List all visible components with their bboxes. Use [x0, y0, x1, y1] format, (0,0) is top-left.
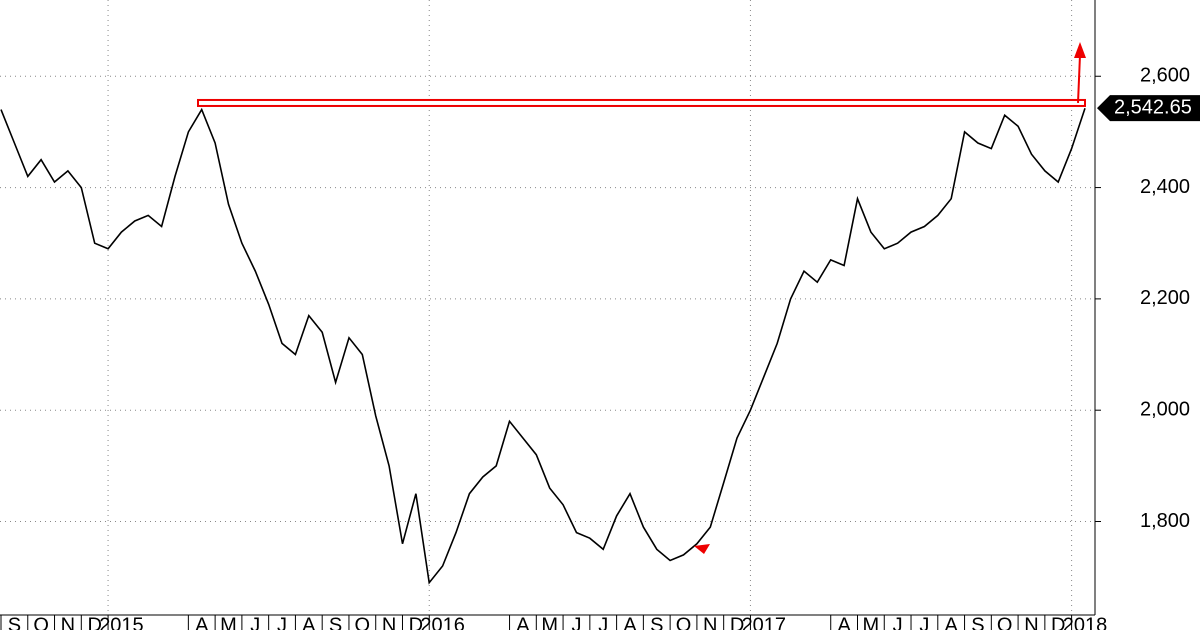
x-tick-label: 2015	[99, 614, 144, 630]
x-tick-label: J	[598, 614, 608, 630]
x-tick-label: J	[893, 614, 903, 630]
x-tick-label: A	[195, 614, 209, 630]
x-tick-label: S	[971, 614, 984, 630]
x-tick-label: S	[650, 614, 663, 630]
x-tick-label: N	[703, 614, 717, 630]
x-tick-label: N	[1024, 614, 1038, 630]
x-tick-label: S	[329, 614, 342, 630]
x-tick-label: S	[8, 614, 21, 630]
x-tick-label: 2017	[742, 614, 787, 630]
y-tick-label: 2,000	[1140, 398, 1190, 420]
x-tick-label: J	[250, 614, 260, 630]
breakout-arrow	[1077, 54, 1081, 104]
x-tick-label: O	[997, 614, 1013, 630]
x-tick-label: D	[1051, 614, 1065, 630]
resistance-line	[197, 98, 1086, 107]
x-tick-label: D	[409, 614, 423, 630]
x-tick-label: A	[516, 614, 530, 630]
x-tick-label: A	[837, 614, 851, 630]
x-tick-label: A	[623, 614, 637, 630]
x-tick-label: M	[541, 614, 558, 630]
y-tick-label: 1,800	[1140, 510, 1190, 532]
breakout-arrowhead	[1074, 42, 1086, 58]
x-tick-label: D	[730, 614, 744, 630]
x-tick-label: O	[33, 614, 49, 630]
x-tick-label: N	[382, 614, 396, 630]
x-tick-label: D	[87, 614, 101, 630]
x-tick-label: 2018	[1063, 614, 1108, 630]
x-tick-label: J	[571, 614, 581, 630]
y-tick-label: 2,400	[1140, 176, 1190, 198]
last-price-box	[1097, 95, 1200, 122]
x-tick-label: A	[945, 614, 959, 630]
x-tick-label: J	[919, 614, 929, 630]
x-tick-label: N	[61, 614, 75, 630]
price-line	[0, 107, 1086, 585]
x-tick-label: O	[676, 614, 692, 630]
x-tick-label: O	[355, 614, 371, 630]
last-price-label: 2,542.65	[1114, 96, 1192, 118]
x-tick-label: 2016	[420, 614, 465, 630]
low-marker	[694, 544, 710, 554]
x-tick-label: M	[863, 614, 880, 630]
x-tick-label: J	[277, 614, 287, 630]
y-tick-label: 2,600	[1140, 65, 1190, 87]
x-tick-label: M	[220, 614, 237, 630]
x-tick-label: A	[302, 614, 316, 630]
y-tick-label: 2,200	[1140, 287, 1190, 309]
